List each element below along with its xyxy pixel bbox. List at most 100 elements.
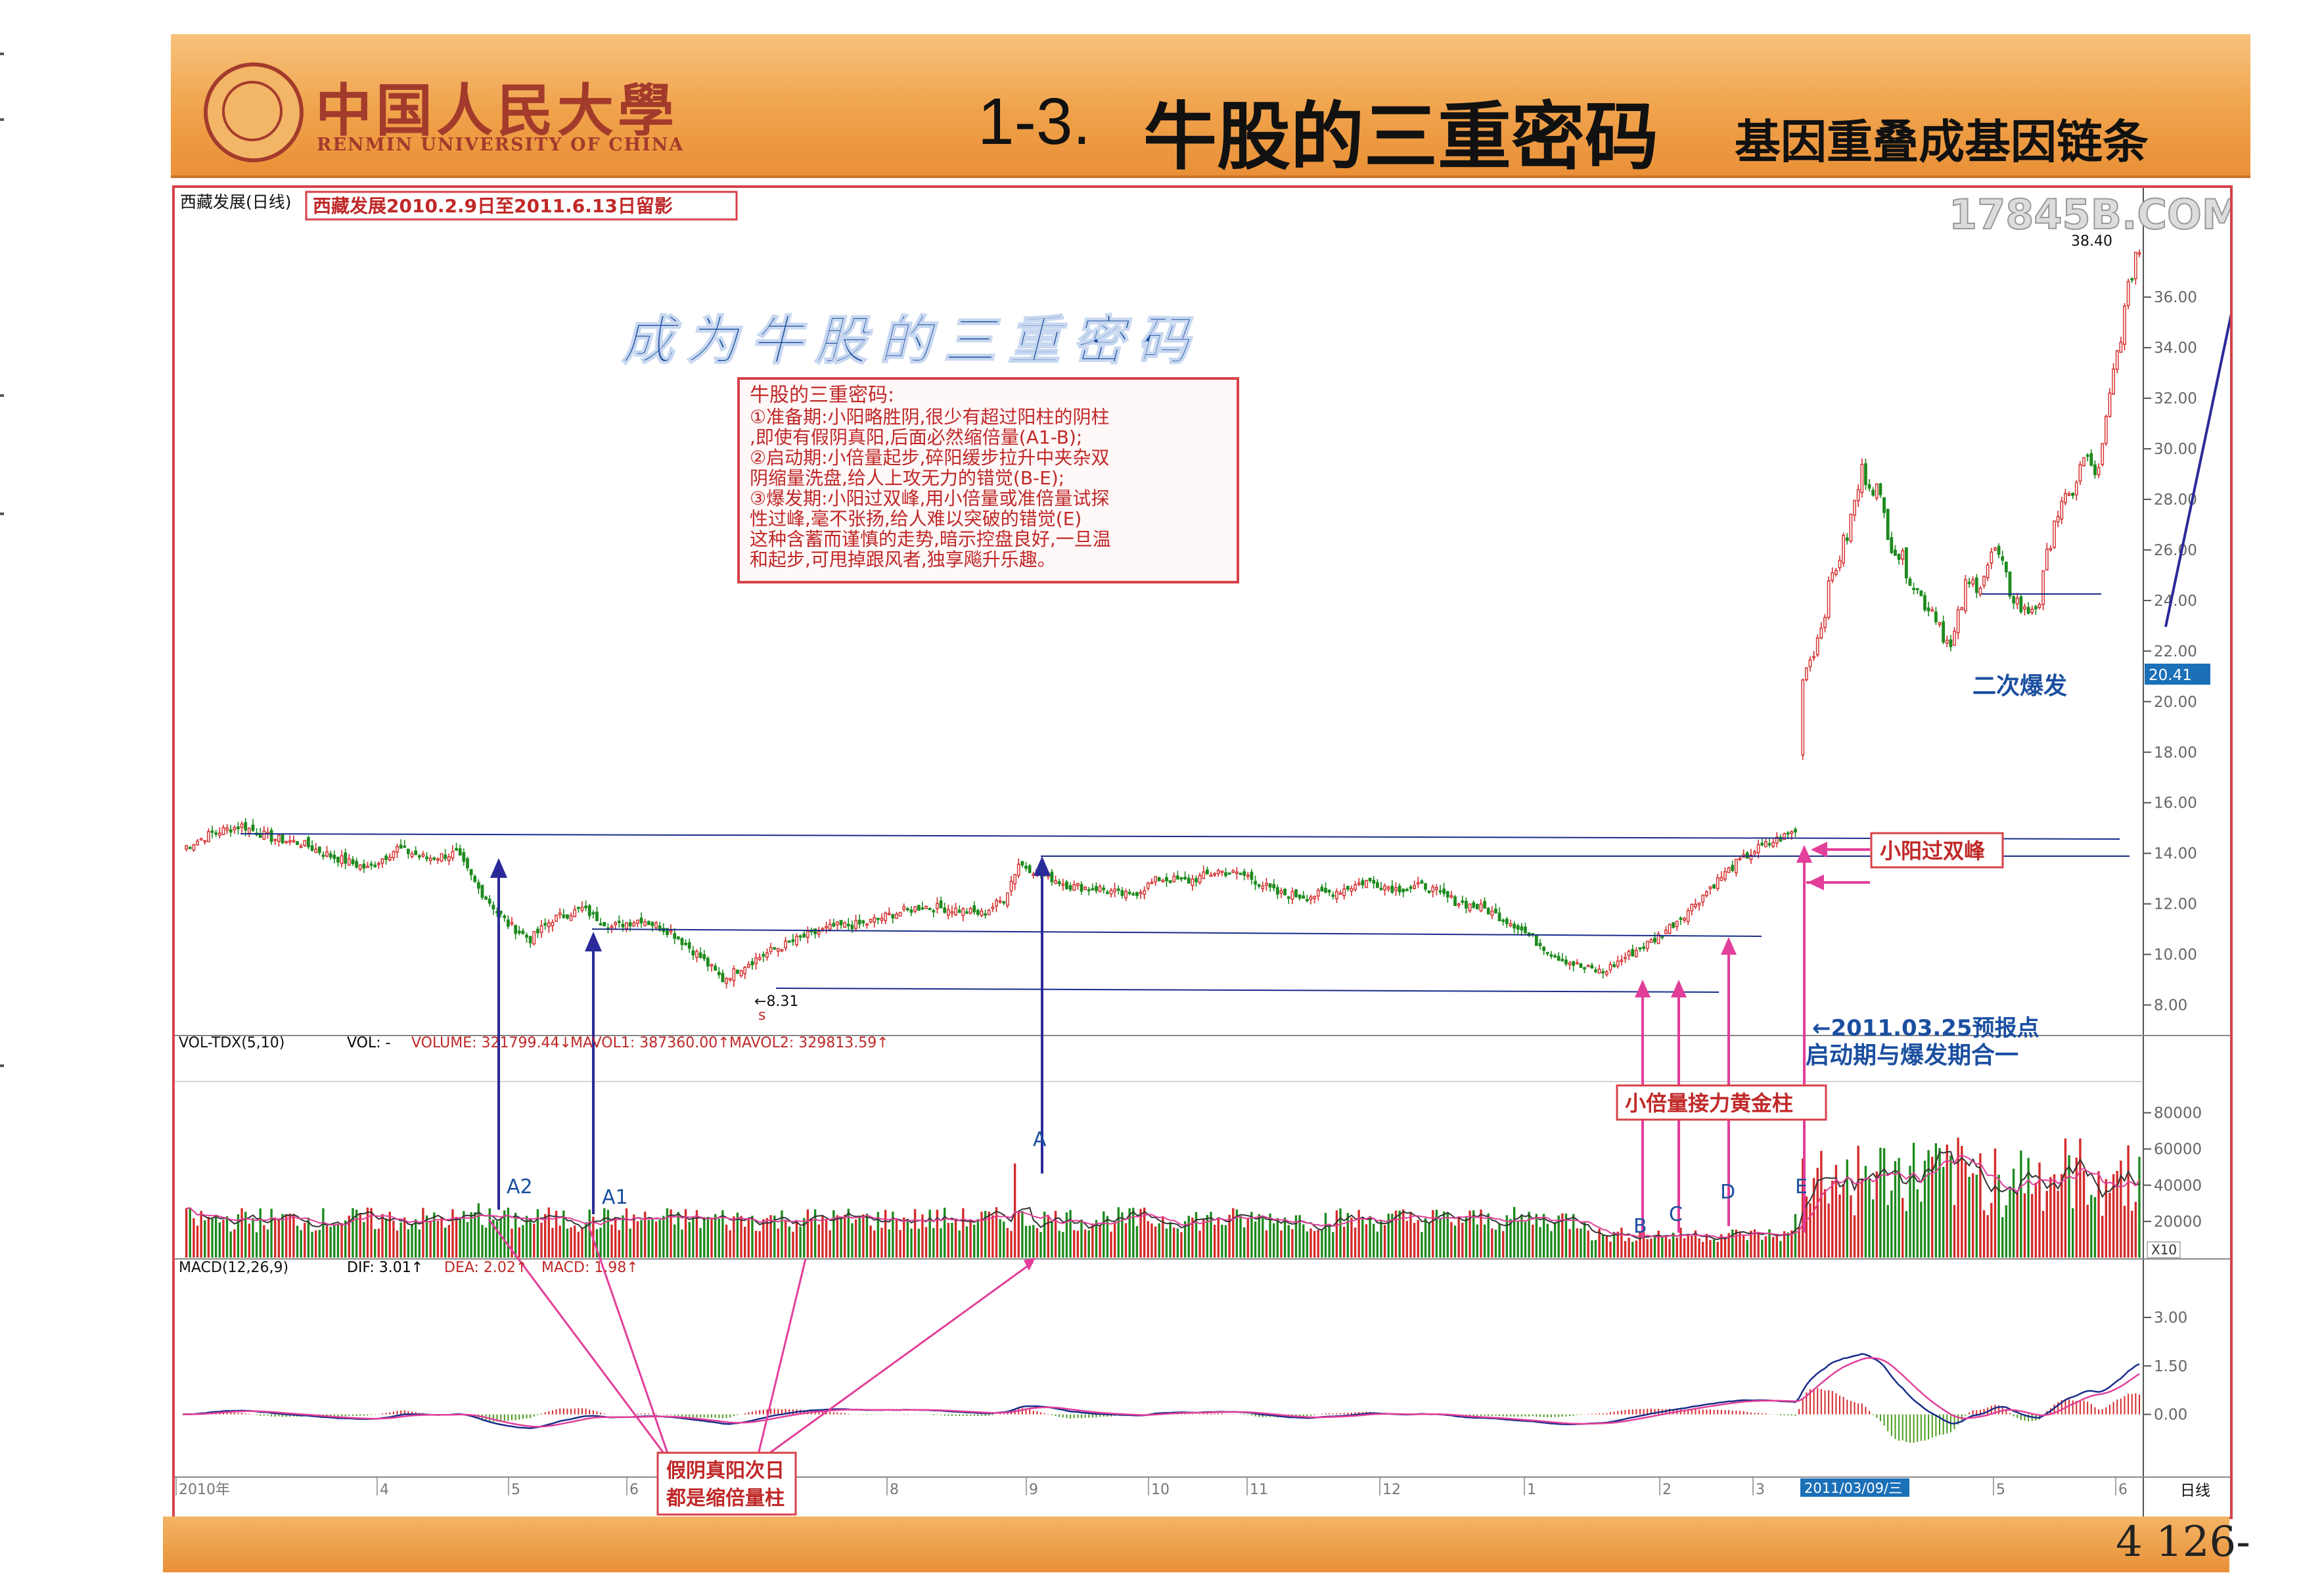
volume-bar (1724, 1237, 1726, 1258)
volume-bar (869, 1225, 871, 1258)
candle-body (1879, 484, 1881, 495)
candle-body (721, 973, 723, 982)
volume-bar (215, 1215, 217, 1258)
candle-body (1150, 882, 1152, 884)
candle-body (1121, 891, 1123, 896)
candle-body (1887, 509, 1889, 539)
volume-bar (918, 1229, 920, 1258)
candle-body (1321, 887, 1323, 891)
volume-bar (740, 1216, 742, 1258)
volume-bar (640, 1220, 642, 1258)
volume-bar (1920, 1202, 1922, 1258)
volume-bar (1550, 1231, 1552, 1258)
candle-body (877, 919, 879, 920)
volume-bar (748, 1218, 750, 1258)
volume-bar (1927, 1150, 1929, 1258)
y-tick-label: 34.00 (2154, 340, 2197, 357)
volume-bar (1066, 1212, 1068, 1258)
candle-body (1909, 579, 1911, 585)
candle-body (844, 923, 846, 927)
volume-bar (278, 1218, 280, 1258)
volume-bar (1972, 1174, 1974, 1258)
candle-body (1461, 901, 1463, 902)
volume-bar (378, 1229, 380, 1258)
candle-body (415, 851, 417, 854)
volume-bar (274, 1219, 276, 1258)
candle-body (629, 923, 631, 926)
volume-bar (1883, 1148, 1885, 1258)
volume-bar (1587, 1231, 1589, 1258)
volume-bar (896, 1218, 898, 1258)
explanation-note: 牛股的三重密码: ①准备期:小阳略胜阴,很少有超过阳柱的阴柱,即使有假阴真阳,后… (739, 378, 1238, 582)
volume-bar (474, 1212, 476, 1258)
volume-bar (1406, 1221, 1408, 1258)
volume-bar (1539, 1227, 1541, 1258)
candle-body (755, 958, 757, 964)
volume-bar (496, 1221, 498, 1258)
candle-body (1377, 882, 1378, 888)
candle-body (1890, 537, 1892, 553)
candle-body (444, 855, 446, 858)
candle-body (1062, 884, 1064, 885)
candle-body (492, 905, 494, 909)
candle-body (1136, 892, 1138, 896)
candle-body (1014, 875, 1016, 884)
volume-bar (1691, 1236, 1693, 1258)
volume-bar (1491, 1229, 1493, 1258)
note-line: 性过峰,毫不张扬,给人难以突破的错觉(E) (750, 508, 1082, 530)
volume-bar (932, 1228, 934, 1258)
candle-body (533, 932, 535, 944)
volume-bar (2024, 1193, 2026, 1258)
volume-bar (1850, 1195, 1852, 1258)
volume-bar (855, 1220, 857, 1258)
volume-bar (1180, 1232, 1182, 1258)
candle-body (792, 940, 794, 942)
candle-body (574, 909, 576, 917)
volume-bar (437, 1221, 439, 1258)
candle-body (1872, 490, 1874, 495)
volume-bar (2083, 1170, 2085, 1258)
volume-bar (367, 1208, 369, 1258)
volume-bar (1332, 1232, 1334, 1258)
volume-bar (1288, 1225, 1290, 1258)
candle-body (2013, 597, 2015, 603)
candle-body (355, 861, 357, 867)
candle-body (1595, 970, 1597, 972)
volume-bar (459, 1217, 461, 1258)
volume-bar (2090, 1195, 2092, 1258)
forecast-desc-label: 启动期与爆发期合一 (1806, 1042, 2018, 1069)
candle-body (1206, 870, 1208, 874)
candle-body (244, 823, 246, 830)
candle-body (455, 848, 457, 850)
candle-body (189, 848, 191, 849)
candle-body (2020, 597, 2022, 612)
volume-bar (666, 1208, 668, 1258)
candle-body (1103, 888, 1105, 890)
volume-bar (355, 1210, 357, 1258)
volume-bar (1424, 1218, 1426, 1258)
candle-body (344, 853, 346, 863)
candle-body (507, 920, 509, 926)
volume-marker: D (1720, 1181, 1735, 1204)
volume-bar (1665, 1236, 1667, 1258)
volume-bar (340, 1223, 342, 1258)
volume-bar (1247, 1218, 1249, 1258)
volume-bar (1421, 1232, 1423, 1258)
volume-bar (689, 1222, 691, 1258)
note-line: ①准备期:小阳略胜阴,很少有超过阳柱的阴柱 (750, 406, 1109, 428)
candle-body (367, 866, 369, 867)
volume-bar (1243, 1227, 1245, 1258)
volume-marker: B (1633, 1215, 1647, 1238)
volume-bar (977, 1219, 979, 1258)
candle-body (503, 916, 505, 918)
candle-body (2083, 458, 2085, 466)
volume-bar (1661, 1236, 1663, 1258)
section-subtitle: 基因重叠成基因链条 (1735, 105, 2149, 171)
candle-body (1613, 965, 1615, 967)
volume-bar (1987, 1215, 1989, 1258)
volume-bar (1709, 1240, 1711, 1258)
volume-bar (1713, 1239, 1715, 1258)
candle-body (1472, 903, 1474, 907)
volume-bar (614, 1218, 616, 1258)
candle-body (932, 911, 934, 912)
